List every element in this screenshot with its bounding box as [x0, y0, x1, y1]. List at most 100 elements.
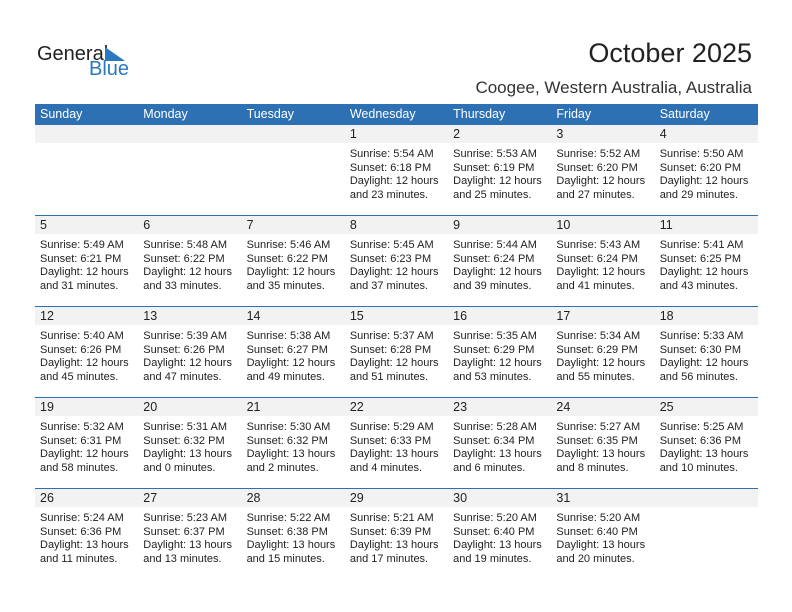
daylight: Daylight: 12 hours	[246, 357, 336, 369]
day-cell: 16 Sunrise: 5:35 AM Sunset: 6:29 PM Dayligh…	[448, 307, 552, 397]
daylight-minutes: and 37 minutes.	[349, 279, 429, 292]
sunset: Sunset: 6:18 PM	[349, 161, 432, 174]
page-title: October 2025	[588, 38, 752, 68]
weekday-header: Sunday Monday Tuesday Wednesday Thursday Frid…	[35, 104, 758, 125]
day-number: 4	[654, 125, 758, 143]
daylight: Daylight: 12 hours	[40, 266, 129, 278]
sunrise: Sunrise: 5:46 AM	[246, 239, 331, 251]
daylight: Daylight: 13 hours	[246, 539, 336, 551]
day-cell: 21 Sunrise: 5:30 AM Sunset: 6:32 PM Dayligh…	[241, 398, 345, 488]
day-number: 2	[448, 125, 552, 143]
day-cell: 6 Sunrise: 5:48 AM Sunset: 6:22 PM Daylight…	[138, 216, 242, 306]
day-cell	[35, 125, 139, 215]
daylight: Daylight: 13 hours	[349, 448, 439, 460]
day-cell	[654, 489, 758, 579]
sunrise: Sunrise: 5:35 AM	[453, 330, 537, 342]
sunset: Sunset: 6:24 PM	[556, 252, 638, 265]
daylight-minutes: and 10 minutes.	[659, 461, 738, 474]
day-number: 3	[551, 125, 655, 143]
sunrise: Sunrise: 5:25 AM	[659, 421, 744, 433]
daylight-minutes: and 58 minutes.	[40, 461, 119, 474]
daylight: Daylight: 12 hours	[453, 357, 542, 369]
sunset: Sunset: 6:28 PM	[349, 343, 432, 356]
daylight: Daylight: 13 hours	[659, 448, 749, 460]
weekday-wednesday: Wednesday	[349, 107, 416, 121]
daylight-minutes: and 35 minutes.	[246, 279, 325, 292]
sunset: Sunset: 6:22 PM	[246, 252, 328, 265]
sunset: Sunset: 6:40 PM	[556, 525, 638, 538]
day-cell: 1 Sunrise: 5:54 AM Sunset: 6:18 PM Daylight…	[344, 125, 449, 215]
daylight: Daylight: 12 hours	[40, 357, 129, 369]
day-number: 5	[35, 216, 139, 234]
day-number: 21	[241, 398, 345, 416]
logo-triangle-icon	[105, 47, 125, 61]
sunset: Sunset: 6:26 PM	[40, 343, 122, 356]
daylight-minutes: and 39 minutes.	[453, 279, 532, 292]
sunrise: Sunrise: 5:30 AM	[246, 421, 331, 433]
sunset: Sunset: 6:30 PM	[659, 343, 742, 356]
daylight-minutes: and 2 minutes.	[246, 461, 319, 474]
week-row: 19 Sunrise: 5:32 AM Sunset: 6:31 PM Dayligh…	[35, 397, 758, 488]
day-cell: 9 Sunrise: 5:44 AM Sunset: 6:24 PM Daylight…	[448, 216, 552, 306]
logo-general: General	[37, 43, 109, 65]
sunset: Sunset: 6:23 PM	[349, 252, 432, 265]
daylight: Daylight: 12 hours	[143, 357, 232, 369]
day-cell: 26 Sunrise: 5:24 AM Sunset: 6:36 PM Dayligh…	[35, 489, 139, 579]
logo-blue: Blue	[89, 58, 130, 80]
sunset: Sunset: 6:20 PM	[659, 161, 742, 174]
daylight-minutes: and 25 minutes.	[453, 188, 532, 201]
sunrise: Sunrise: 5:54 AM	[349, 148, 434, 160]
sunset: Sunset: 6:34 PM	[453, 434, 535, 447]
sunset: Sunset: 6:21 PM	[40, 252, 122, 265]
day-number: 11	[654, 216, 758, 234]
week-row: 12 Sunrise: 5:40 AM Sunset: 6:26 PM Dayligh…	[35, 306, 758, 397]
day-number: 14	[241, 307, 345, 325]
sunset: Sunset: 6:19 PM	[453, 161, 535, 174]
day-number	[654, 489, 758, 507]
daylight: Daylight: 12 hours	[659, 357, 749, 369]
sunset: Sunset: 6:24 PM	[453, 252, 535, 265]
daylight-minutes: and 56 minutes.	[659, 370, 738, 383]
daylight: Daylight: 13 hours	[556, 539, 646, 551]
day-cell: 18 Sunrise: 5:33 AM Sunset: 6:30 PM Dayligh…	[654, 307, 758, 397]
day-cell: 3 Sunrise: 5:52 AM Sunset: 6:20 PM Daylight…	[551, 125, 655, 215]
day-number: 1	[344, 125, 449, 143]
sunrise: Sunrise: 5:20 AM	[453, 512, 537, 524]
sunrise: Sunrise: 5:41 AM	[659, 239, 744, 251]
location: Coogee, Western Australia, Australia	[475, 78, 752, 97]
day-cell: 30 Sunrise: 5:20 AM Sunset: 6:40 PM Dayligh…	[448, 489, 552, 579]
sunset: Sunset: 6:36 PM	[40, 525, 122, 538]
sunset: Sunset: 6:40 PM	[453, 525, 535, 538]
daylight-minutes: and 8 minutes.	[556, 461, 629, 474]
sunrise: Sunrise: 5:53 AM	[453, 148, 537, 160]
day-cell: 19 Sunrise: 5:32 AM Sunset: 6:31 PM Dayligh…	[35, 398, 139, 488]
week-row: 1 Sunrise: 5:54 AM Sunset: 6:18 PM Daylight…	[35, 125, 758, 215]
daylight-minutes: and 29 minutes.	[659, 188, 738, 201]
daylight-minutes: and 0 minutes.	[143, 461, 216, 474]
daylight-minutes: and 49 minutes.	[246, 370, 325, 383]
day-number: 16	[448, 307, 552, 325]
daylight: Daylight: 13 hours	[246, 448, 336, 460]
day-cell: 13 Sunrise: 5:39 AM Sunset: 6:26 PM Dayligh…	[138, 307, 242, 397]
day-cell	[138, 125, 242, 215]
sunrise: Sunrise: 5:28 AM	[453, 421, 537, 433]
sunrise: Sunrise: 5:44 AM	[453, 239, 537, 251]
daylight-minutes: and 31 minutes.	[40, 279, 119, 292]
weekday-monday: Monday	[143, 107, 188, 121]
daylight: Daylight: 13 hours	[556, 448, 646, 460]
day-number: 27	[138, 489, 242, 507]
day-cell: 20 Sunrise: 5:31 AM Sunset: 6:32 PM Dayligh…	[138, 398, 242, 488]
day-cell: 12 Sunrise: 5:40 AM Sunset: 6:26 PM Dayligh…	[35, 307, 139, 397]
day-cell: 7 Sunrise: 5:46 AM Sunset: 6:22 PM Daylight…	[241, 216, 345, 306]
sunset: Sunset: 6:29 PM	[556, 343, 638, 356]
sunrise: Sunrise: 5:32 AM	[40, 421, 124, 433]
weekday-saturday: Saturday	[659, 107, 710, 121]
sunset: Sunset: 6:35 PM	[556, 434, 638, 447]
sunset: Sunset: 6:33 PM	[349, 434, 432, 447]
day-cell: 5 Sunrise: 5:49 AM Sunset: 6:21 PM Daylight…	[35, 216, 139, 306]
day-number: 23	[448, 398, 552, 416]
sunrise: Sunrise: 5:52 AM	[556, 148, 641, 160]
day-cell	[241, 125, 345, 215]
daylight: Daylight: 12 hours	[349, 266, 439, 278]
weekday-tuesday: Tuesday	[246, 107, 295, 121]
